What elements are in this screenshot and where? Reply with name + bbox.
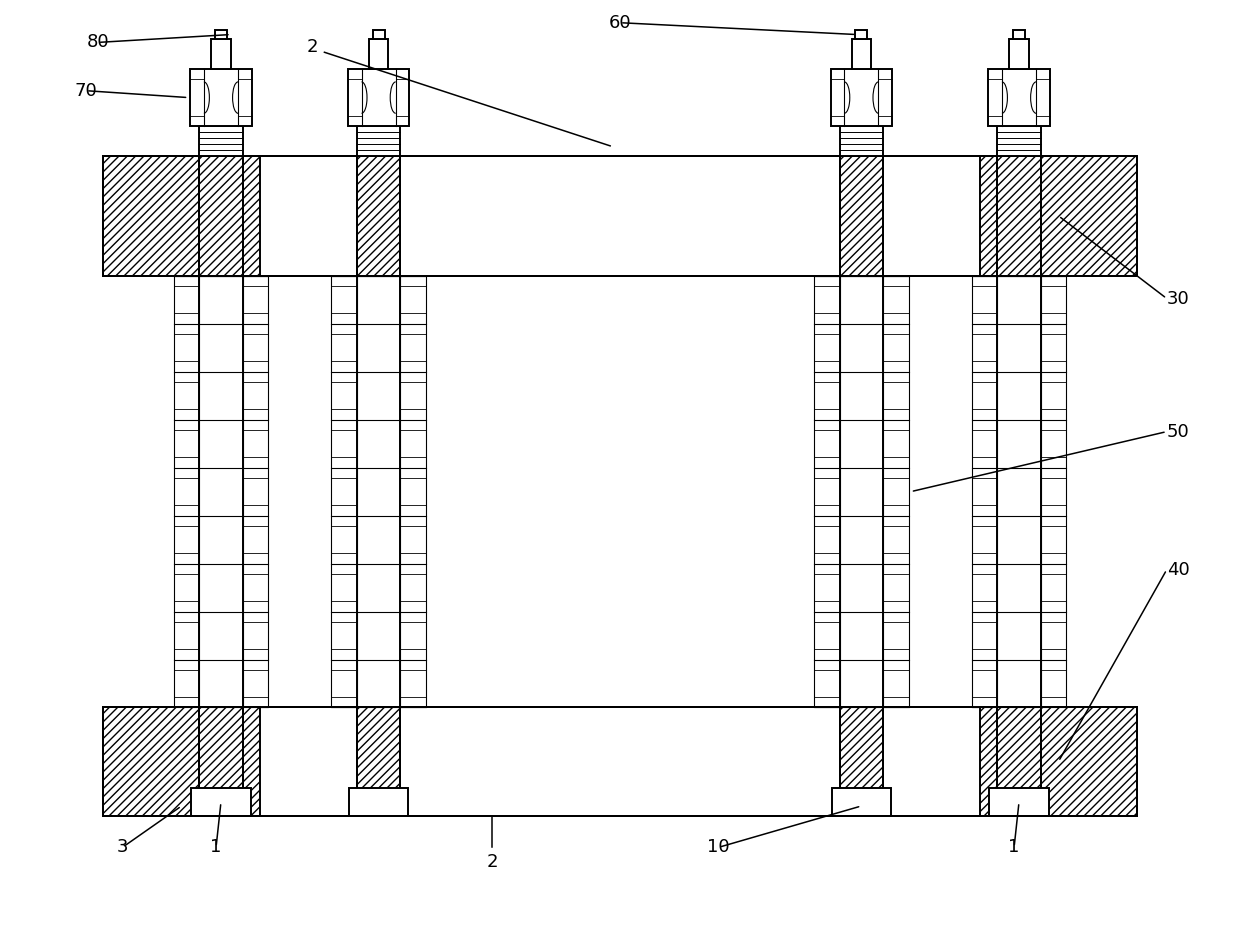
Text: 2: 2 (306, 39, 319, 56)
Text: 1: 1 (211, 838, 222, 856)
Bar (357, 155, 401, 276)
Bar (103, 708, 1137, 816)
Bar (215, 29, 227, 40)
Bar (211, 40, 231, 69)
Bar (980, 708, 1137, 816)
Bar (839, 708, 883, 816)
Bar (348, 789, 408, 816)
Bar (1009, 40, 1029, 69)
Text: 50: 50 (1167, 423, 1189, 440)
Bar (200, 708, 243, 816)
Bar (103, 155, 1137, 276)
Bar (368, 40, 388, 69)
Bar (174, 276, 268, 708)
Bar (831, 69, 892, 126)
Bar (373, 29, 384, 40)
Bar (988, 69, 1049, 126)
Bar (1013, 29, 1025, 40)
Text: 30: 30 (1167, 290, 1189, 308)
Bar (832, 789, 892, 816)
Bar (856, 29, 867, 40)
Bar (357, 126, 401, 155)
Text: 2: 2 (486, 853, 497, 871)
Bar (191, 69, 252, 126)
Bar (997, 708, 1040, 816)
Bar (980, 155, 1137, 276)
Text: 60: 60 (609, 14, 631, 32)
Bar (852, 40, 872, 69)
Bar (839, 155, 883, 276)
Text: 3: 3 (117, 838, 128, 856)
Bar (191, 789, 250, 816)
Bar (997, 126, 1040, 155)
Bar (815, 276, 909, 708)
Bar (103, 155, 260, 276)
Bar (357, 708, 401, 816)
Bar (103, 708, 260, 816)
Text: 10: 10 (707, 838, 730, 856)
Text: 1: 1 (1008, 838, 1019, 856)
Bar (331, 276, 425, 708)
Bar (200, 155, 243, 276)
Text: 70: 70 (74, 82, 98, 100)
Text: 80: 80 (87, 34, 109, 52)
Bar (200, 126, 243, 155)
Bar (972, 276, 1066, 708)
Bar (997, 155, 1040, 276)
Bar (348, 69, 409, 126)
Bar (839, 126, 883, 155)
Text: 40: 40 (1167, 561, 1189, 579)
Bar (990, 789, 1049, 816)
